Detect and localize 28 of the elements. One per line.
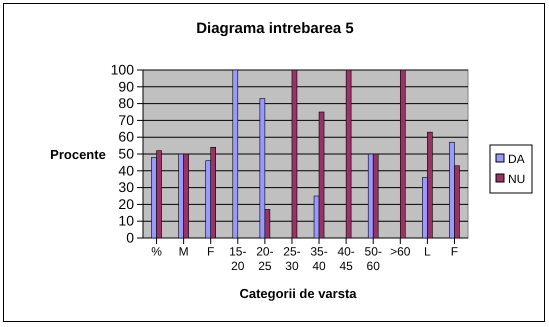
y-tick-label: 100 (110, 61, 134, 78)
x-tick-label: M (178, 244, 189, 259)
y-tick-label: 50 (118, 145, 134, 162)
y-tick-label: 0 (126, 229, 134, 246)
x-tick-label: 20-25 (256, 244, 274, 273)
x-tick-label: 50-60 (364, 244, 382, 273)
x-tick-label: 25-30 (283, 244, 301, 273)
y-tick-label: 80 (118, 95, 134, 112)
y-axis-title: Procente (50, 147, 106, 162)
x-tick-label: >60 (390, 244, 411, 259)
y-tick-label: 10 (118, 212, 134, 229)
legend-label: NU (508, 172, 526, 186)
y-tick-label: 30 (118, 179, 134, 196)
x-tick-label: 15-20 (229, 244, 246, 273)
x-tick-label: L (424, 244, 432, 259)
y-tick-label: 70 (118, 112, 134, 128)
x-tick-label: % (151, 244, 162, 259)
x-tick-label: F (450, 244, 458, 259)
legend-label: DA (508, 152, 525, 166)
y-tick-label: 20 (118, 196, 134, 212)
x-tick-label: F (207, 244, 214, 259)
y-tick-label: 40 (118, 162, 134, 178)
x-axis-title: Categorii de varsta (239, 286, 358, 301)
y-tick-label: 90 (118, 78, 134, 94)
y-tick-label: 60 (118, 128, 134, 145)
x-tick-label: 40-45 (337, 244, 355, 273)
chart-title: Diagrama intrebarea 5 (196, 20, 354, 37)
x-tick-label: 35-40 (310, 244, 328, 273)
